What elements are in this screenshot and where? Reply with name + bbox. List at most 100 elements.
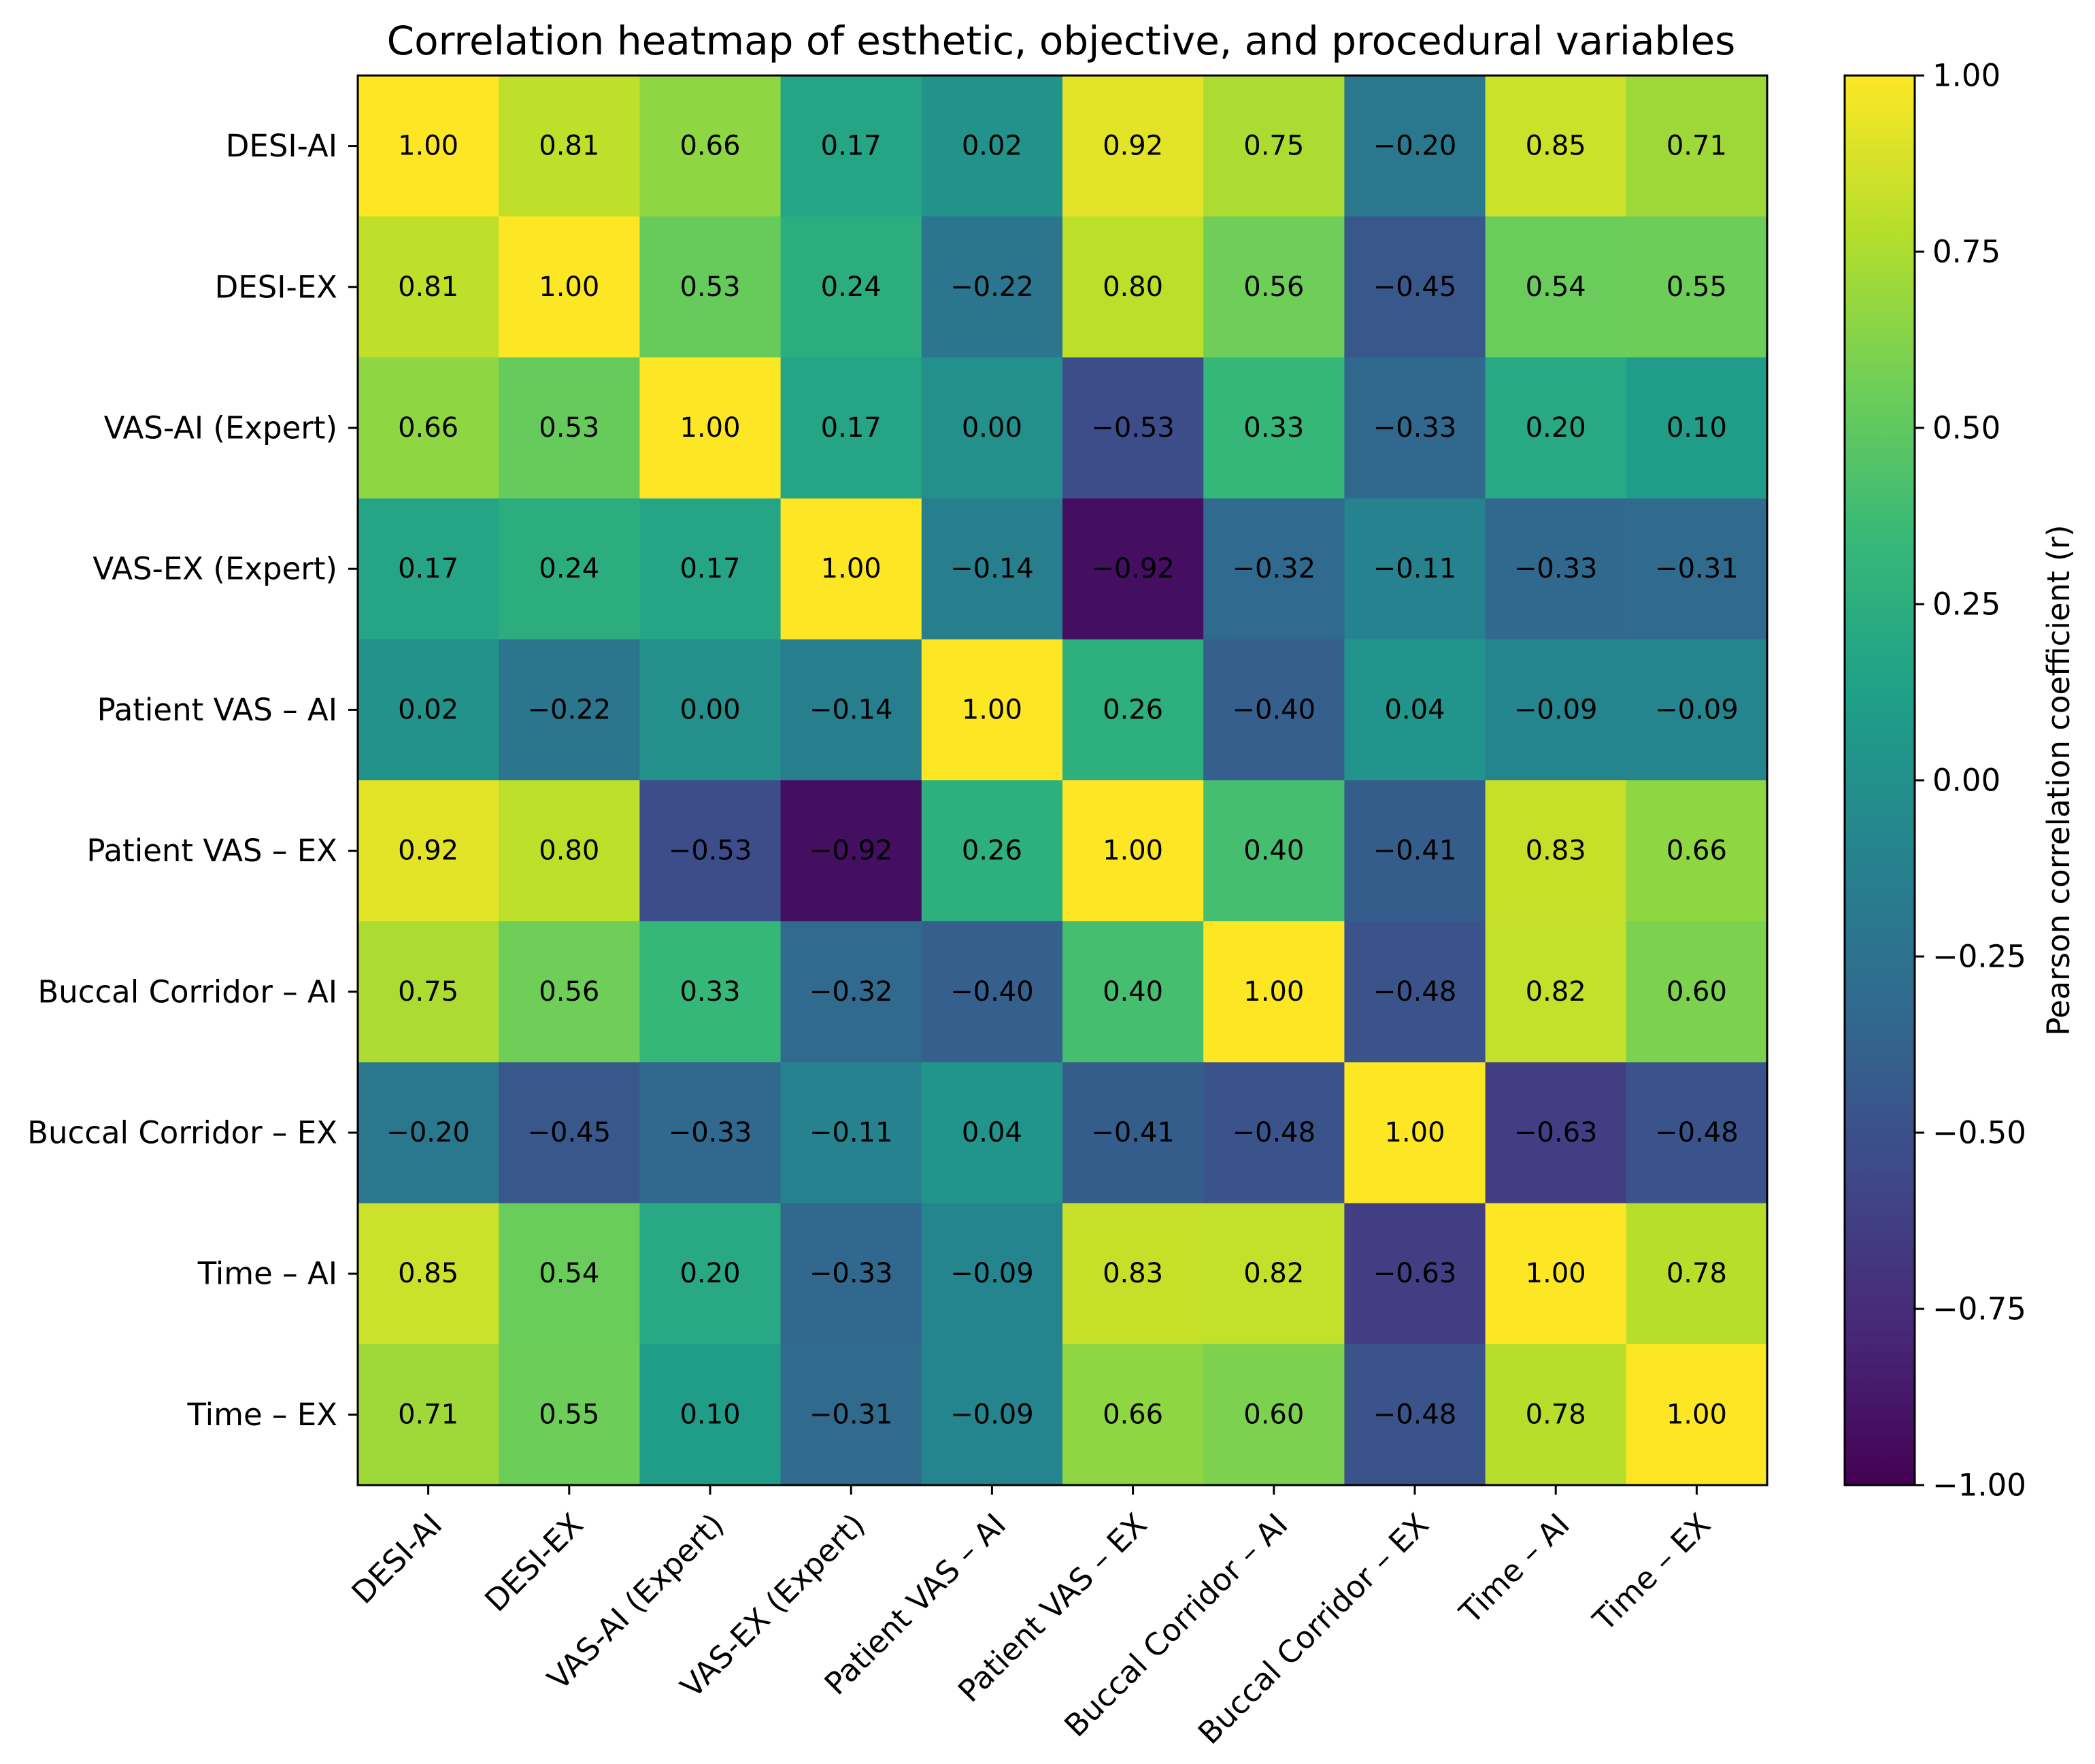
cell-value-label: 0.04 [962,1117,1022,1148]
colorbar-tick-label: 0.50 [1932,410,2000,446]
heatmap-cell [921,780,1063,922]
heatmap-cell [1203,216,1345,358]
heatmap-cell [780,76,922,217]
cell-value-label: 0.56 [539,976,599,1008]
colorbar-tick-label: −0.75 [1932,1291,2026,1327]
cell-value-label: −0.14 [809,694,893,725]
heatmap-cell [499,921,640,1063]
heatmap-cell [1344,76,1486,217]
heatmap-cell [1344,639,1486,781]
heatmap-cell [1062,76,1204,217]
heatmap-cell [1626,498,1768,640]
cell-value-label: 1.00 [1243,976,1304,1008]
heatmap-cell [358,1344,499,1486]
heatmap-cell [1344,357,1486,499]
x-tick-label: Buccal Corridor – EX [1191,1506,1436,1751]
heatmap-cell [1626,76,1768,217]
cell-value-label: 0.83 [1526,835,1586,867]
cell-value-label: 0.26 [1103,694,1163,725]
y-tick-label: Time – AI [197,1256,337,1292]
y-tick-label: DESI-AI [226,128,337,164]
cell-value-label: 0.66 [680,131,740,162]
cell-value-label: −0.53 [1091,412,1175,444]
cell-value-label: −0.40 [1233,694,1316,725]
x-tick-label: DESI-EX [477,1506,590,1618]
cell-value-label: −0.20 [1373,131,1457,162]
cell-value-label: 0.81 [539,131,599,162]
cell-value-label: 0.53 [680,271,740,303]
cell-value-label: −0.22 [528,694,611,725]
heatmap-cell [1203,1062,1345,1204]
cell-value-label: −0.20 [386,1117,470,1148]
cell-value-label: −0.33 [669,1117,752,1148]
heatmap-cell [1344,780,1486,922]
cell-value-label: −0.63 [1514,1117,1598,1148]
cell-value-label: −0.48 [1233,1117,1316,1148]
colorbar-tick-label: 0.75 [1932,234,2000,270]
cell-value-label: −0.09 [1655,694,1739,725]
cell-value-label: 0.66 [1666,835,1727,867]
heatmap-cell [499,1344,640,1486]
y-tick-label: Buccal Corridor – EX [27,1115,337,1151]
heatmap-cell [921,1062,1063,1204]
x-tick-label: DESI-AI [345,1506,450,1611]
x-tick-label: Time – AI [1452,1506,1577,1631]
heatmap-cell [1062,1344,1204,1486]
cell-value-label: −0.09 [1514,694,1598,725]
y-tick-label: VAS-EX (Expert) [93,551,337,587]
cell-value-label: 0.71 [398,1399,458,1430]
cell-value-label: 0.66 [1103,1399,1163,1430]
cell-value-label: 0.81 [398,271,458,303]
heatmap-cell [1626,780,1768,922]
cell-value-label: 0.24 [539,553,599,584]
colorbar-tick-label: −0.25 [1932,939,2026,975]
heatmap-cell [499,76,640,217]
heatmap-cell [358,921,499,1063]
colorbar-tick-label: 1.00 [1932,58,2000,94]
heatmap-cell [1344,1062,1486,1204]
heatmap-cell [780,921,922,1063]
heatmap-cell [780,1203,922,1345]
heatmap-cell [1062,498,1204,640]
heatmap-cell [921,1203,1063,1345]
heatmap-cell [639,498,782,640]
cell-value-label: −0.32 [1233,553,1316,584]
heatmap-cell [358,498,499,640]
cell-value-label: 0.20 [680,1258,740,1289]
heatmap-cell [1203,921,1345,1063]
heatmap-cell [1203,780,1345,922]
heatmap-cell [358,357,499,499]
cell-value-label: −0.92 [1091,553,1175,584]
cell-value-label: −0.41 [1091,1117,1175,1148]
cell-value-label: 1.00 [1526,1258,1586,1289]
heatmap-cell [358,216,499,358]
cell-value-label: 0.82 [1526,976,1586,1008]
heatmap-cell [1485,216,1627,358]
heatmap-cell [780,357,922,499]
cell-value-label: −0.14 [950,553,1034,584]
y-tick-label: DESI-EX [215,269,337,305]
heatmap-cell [639,780,782,922]
heatmap-cell [1626,921,1768,1063]
cell-value-label: −0.41 [1373,835,1457,867]
y-tick-label: VAS-AI (Expert) [104,410,337,446]
heatmap-cell [780,1344,922,1486]
cell-value-label: −0.63 [1373,1258,1457,1289]
heatmap-cell [1485,639,1627,781]
heatmap-cell-labels: 1.00 0.81 0.66 0.17 0.02 0.92 0.75 −0.20 0.85 0.7… [386,131,1738,1431]
heatmap-cell [921,498,1063,640]
heatmap-cell [639,1062,782,1204]
cell-value-label: −0.48 [1655,1117,1739,1148]
colorbar [1843,74,1916,1486]
heatmap-cell [921,216,1063,358]
cell-value-label: 0.00 [962,412,1022,444]
cell-value-label: −0.48 [1373,1399,1457,1430]
cell-value-label: −0.32 [809,976,893,1008]
cell-value-label: 1.00 [821,553,882,584]
heatmap-cell [921,1344,1063,1486]
cell-value-label: 0.75 [1243,131,1304,162]
cell-value-label: 1.00 [680,412,740,444]
heatmap-cell [1344,1344,1486,1486]
